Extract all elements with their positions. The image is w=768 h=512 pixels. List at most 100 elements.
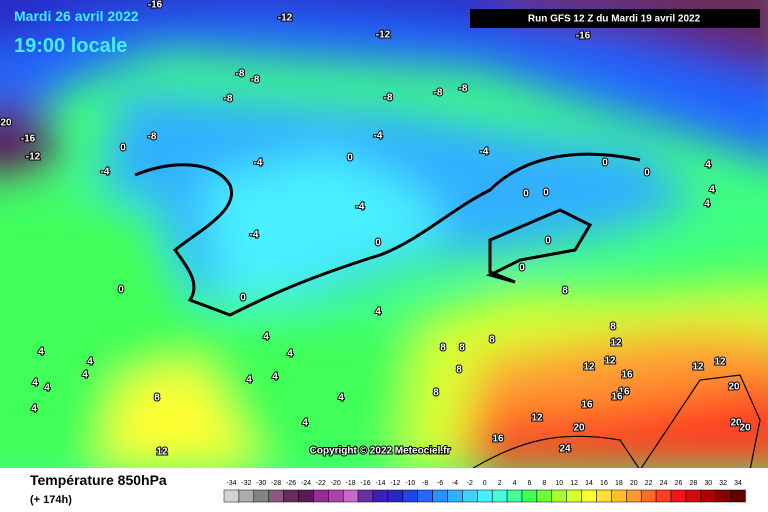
contour-labels: -16 -12 -12 -16 -8 -8 -8 -8 -8 -8 20 -16 -12 -8 0 -4 -4 -…	[0, 0, 752, 459]
scale-swatch	[536, 489, 553, 503]
contour-label: -4	[374, 131, 383, 142]
scale-swatch	[700, 489, 716, 503]
contour-label: 12	[583, 362, 595, 373]
contour-label: 0	[118, 285, 124, 296]
contour-label: 8	[433, 388, 439, 399]
scale-swatch	[298, 489, 314, 503]
scale-swatch	[283, 489, 299, 503]
scale-label: -8	[422, 480, 428, 487]
scale-label: -10	[405, 480, 415, 487]
scale-swatch	[238, 489, 255, 503]
contour-label: 12	[531, 413, 543, 424]
contour-label: 8	[459, 343, 465, 354]
scale-label: 26	[675, 480, 683, 487]
scale-swatch	[417, 489, 433, 503]
contour-label: 0	[545, 236, 551, 247]
contour-label: 12	[692, 362, 704, 373]
scale-label: -28	[271, 480, 281, 487]
contour-label: 4	[82, 370, 88, 381]
contour-label: 4	[375, 307, 381, 318]
scale-swatch	[447, 489, 463, 503]
contour-label: 16	[581, 400, 593, 411]
contour-label: 24	[559, 444, 571, 455]
contour-label: 4	[32, 378, 38, 389]
color-scale: -34 -32 -30 -28 -26 -24 -22 -20 -18 -16 -14 -12 -10-…	[223, 480, 746, 503]
contour-label: -16	[21, 134, 36, 145]
contour-label: 4	[705, 160, 711, 171]
contour-label: 8	[154, 393, 160, 404]
scale-label: 8	[542, 480, 546, 487]
footer-title: Température 850hPa	[30, 472, 167, 488]
contour-label: 20	[728, 382, 740, 393]
scale-swatch	[477, 489, 493, 503]
contour-label: 20	[0, 118, 12, 129]
contour-label: 12	[604, 356, 616, 367]
contour-label: -8	[251, 75, 260, 86]
scale-swatch	[685, 489, 702, 503]
scale-label: -6	[437, 480, 443, 487]
scale-label: 24	[660, 480, 668, 487]
scale-swatch	[268, 489, 284, 503]
contour-label: 4	[287, 349, 293, 360]
scale-swatch	[328, 489, 344, 503]
scale-label: 18	[615, 480, 623, 487]
scale-swatch	[357, 489, 374, 503]
scale-swatch	[730, 489, 746, 503]
isotherm	[640, 374, 761, 468]
scale-swatch	[581, 489, 597, 503]
scale-label: -14	[375, 480, 385, 487]
scale-swatch	[506, 489, 523, 503]
contour-label: 4	[338, 393, 344, 404]
scale-label: -12	[390, 480, 400, 487]
contour-label: 4	[38, 347, 44, 358]
scale-swatch	[462, 489, 478, 503]
scale-label: 6	[527, 480, 531, 487]
run-info: Run GFS 12 Z du Mardi 19 avril 2022	[528, 14, 701, 25]
scale-label: 2	[498, 480, 502, 487]
scale-label: -22	[316, 480, 326, 487]
forecast-time: 19:00 locale	[14, 35, 127, 57]
contour-label: 12	[714, 357, 726, 368]
contour-label: -4	[480, 147, 489, 158]
contour-label: 0	[347, 153, 353, 164]
scale-swatch	[715, 489, 731, 503]
contour-label: 0	[543, 188, 549, 199]
scale-label: 0	[483, 480, 487, 487]
contour-label: 8	[440, 343, 446, 354]
contour-label: -16	[576, 31, 591, 42]
contour-label: 0	[602, 158, 608, 169]
scale-label: -16	[360, 480, 370, 487]
scale-label: 34	[734, 480, 742, 487]
contour-label: 4	[87, 357, 93, 368]
contour-label: 0	[120, 143, 126, 154]
scale-label: 14	[585, 480, 593, 487]
contour-label: 4	[272, 372, 278, 383]
scale-swatch	[640, 489, 657, 503]
scale-label: 20	[630, 480, 638, 487]
contour-label: -4	[250, 230, 259, 241]
scale-swatch	[432, 489, 448, 503]
contour-label: 8	[610, 322, 616, 333]
contour-label: 4	[31, 404, 37, 415]
scale-label: -34	[226, 480, 236, 487]
scale-label: 10	[555, 480, 563, 487]
scale-label: 32	[719, 480, 727, 487]
contour-label: 16	[618, 387, 630, 398]
scale-label: -2	[467, 480, 473, 487]
contour-label: 12	[156, 447, 168, 458]
scale-swatch	[611, 489, 627, 503]
zero-isotherm	[134, 152, 641, 317]
scale-label: -20	[331, 480, 341, 487]
contour-label: 20	[573, 423, 585, 434]
contour-label: 0	[523, 189, 529, 200]
temperature-field	[0, 0, 768, 468]
contour-label: -8	[384, 93, 393, 104]
scale-swatch	[223, 489, 240, 503]
isotherm	[472, 435, 640, 468]
footer-lead: (+ 174h)	[30, 494, 72, 506]
contour-label: 4	[302, 418, 308, 429]
contour-label: 12	[610, 338, 622, 349]
contour-label: -8	[459, 84, 468, 95]
scale-swatch	[387, 489, 404, 503]
